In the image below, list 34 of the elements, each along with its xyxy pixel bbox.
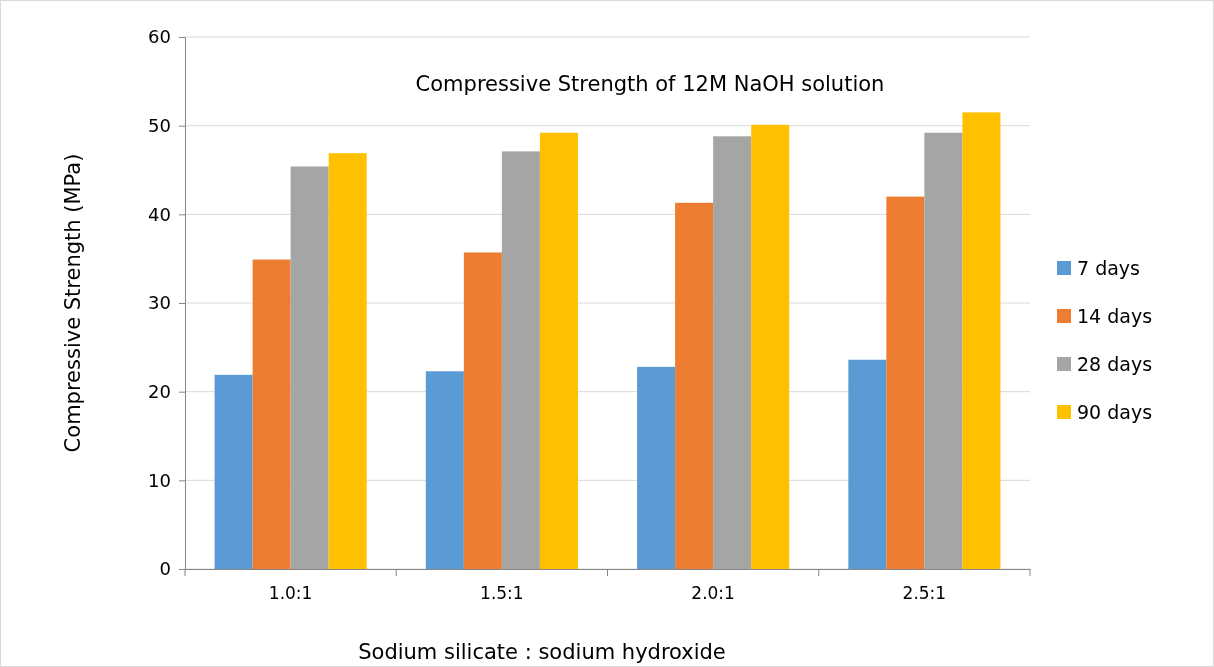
text: Compressive Strength of 12M NaOH solution (415, 72, 885, 96)
bar (962, 112, 1001, 569)
y-tick-label: 60 (148, 26, 171, 48)
bar (214, 374, 253, 569)
x-axis-title: Sodium silicate : sodium hydroxide (358, 640, 726, 664)
bar (675, 202, 714, 569)
bar (501, 151, 540, 569)
bar (425, 371, 464, 569)
bar (886, 196, 925, 569)
bar (463, 252, 502, 569)
bar (290, 166, 329, 569)
y-tick-label: 10 (148, 469, 171, 491)
y-tick-label: 0 (159, 558, 171, 580)
x-tick-label: 2.5:1 (902, 583, 947, 604)
x-tick-label: 2.0:1 (691, 583, 735, 604)
legend-label: 7 days (1077, 257, 1140, 279)
bar (539, 132, 578, 569)
bar (637, 366, 676, 569)
bar (713, 136, 752, 569)
y-axis-title: Compressive Strength (MPa) (61, 153, 85, 453)
y-tick-label: 40 (148, 203, 171, 225)
bar (751, 124, 790, 569)
y-tick-label: 30 (148, 292, 171, 314)
legend-label: 14 days (1077, 305, 1153, 327)
x-tick-label: 1.0:1 (268, 583, 313, 604)
y-tick-label: 20 (148, 380, 171, 402)
bar (328, 153, 367, 569)
legend-label: 90 days (1077, 401, 1153, 423)
bar (252, 259, 291, 569)
bar (848, 359, 887, 569)
bar (924, 132, 963, 569)
legend-label: 28 days (1077, 353, 1153, 375)
y-tick-label: 50 (148, 114, 171, 136)
x-tick-label: 1.5:1 (480, 583, 524, 604)
